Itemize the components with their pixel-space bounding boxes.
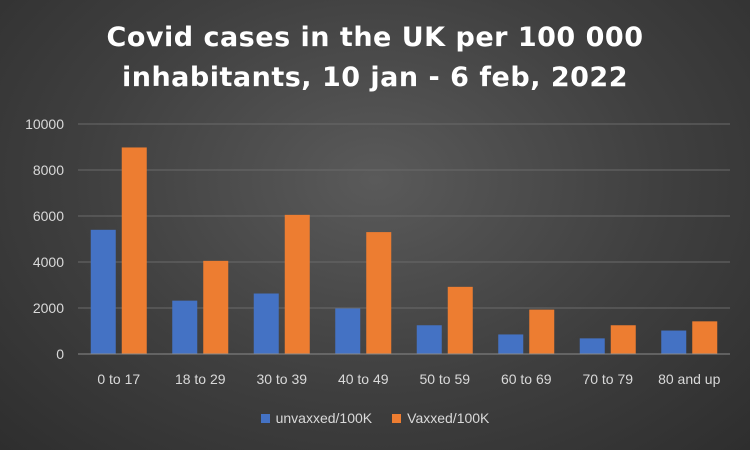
y-tick-label: 2000 <box>33 300 64 316</box>
x-axis-labels: 0 to 17 18 to 29 30 to 39 40 to 49 50 to 59 6… <box>97 371 720 387</box>
legend-item-unvaxxed: unvaxxed/100K <box>260 410 373 426</box>
y-tick-label: 0 <box>56 346 64 362</box>
legend-item-vaxxed: Vaxxed/100K <box>392 410 489 426</box>
x-category-label: 30 to 39 <box>256 371 307 387</box>
legend-label-unvaxxed: unvaxxed/100K <box>275 410 373 426</box>
bar-unvaxxed <box>661 330 687 354</box>
bar-unvaxxed <box>172 300 198 354</box>
chart-title: Covid cases in the UK per 100 000 inhabi… <box>0 18 750 98</box>
x-category-label: 18 to 29 <box>175 371 226 387</box>
y-tick-label: 4000 <box>33 254 64 270</box>
x-category-label: 0 to 17 <box>97 371 140 387</box>
x-category-label: 80 and up <box>658 371 720 387</box>
legend-swatch-vaxxed <box>392 413 402 423</box>
bar-vaxxed <box>366 232 392 354</box>
x-category-label: 50 to 59 <box>419 371 470 387</box>
bar-vaxxed <box>121 147 147 354</box>
bar-unvaxxed <box>90 229 116 354</box>
legend: unvaxxed/100K Vaxxed/100K <box>0 410 750 426</box>
bars <box>90 147 718 354</box>
bar-vaxxed <box>203 260 229 354</box>
bar-unvaxxed <box>498 334 524 354</box>
y-tick-label: 8000 <box>33 162 64 178</box>
legend-swatch-unvaxxed <box>260 413 270 423</box>
chart-title-line-2: inhabitants, 10 jan - 6 feb, 2022 <box>121 62 629 93</box>
chart-title-line-1: Covid cases in the UK per 100 000 <box>106 22 644 53</box>
gridlines <box>78 123 730 309</box>
y-tick-label: 10000 <box>25 116 64 132</box>
bar-vaxxed <box>284 214 310 354</box>
y-tick-label: 6000 <box>33 208 64 224</box>
bar-unvaxxed <box>253 293 279 354</box>
bar-vaxxed <box>529 309 555 354</box>
x-category-label: 70 to 79 <box>582 371 633 387</box>
bar-vaxxed <box>610 325 636 354</box>
bar-vaxxed <box>447 286 473 354</box>
bar-unvaxxed <box>579 338 605 354</box>
y-axis-ticks: 0 2000 4000 6000 8000 10000 <box>25 116 64 362</box>
legend-label-vaxxed: Vaxxed/100K <box>407 410 490 426</box>
x-category-label: 60 to 69 <box>501 371 552 387</box>
bar-vaxxed <box>692 321 718 354</box>
x-category-label: 40 to 49 <box>338 371 389 387</box>
bar-unvaxxed <box>335 308 361 354</box>
bar-unvaxxed <box>416 325 442 354</box>
